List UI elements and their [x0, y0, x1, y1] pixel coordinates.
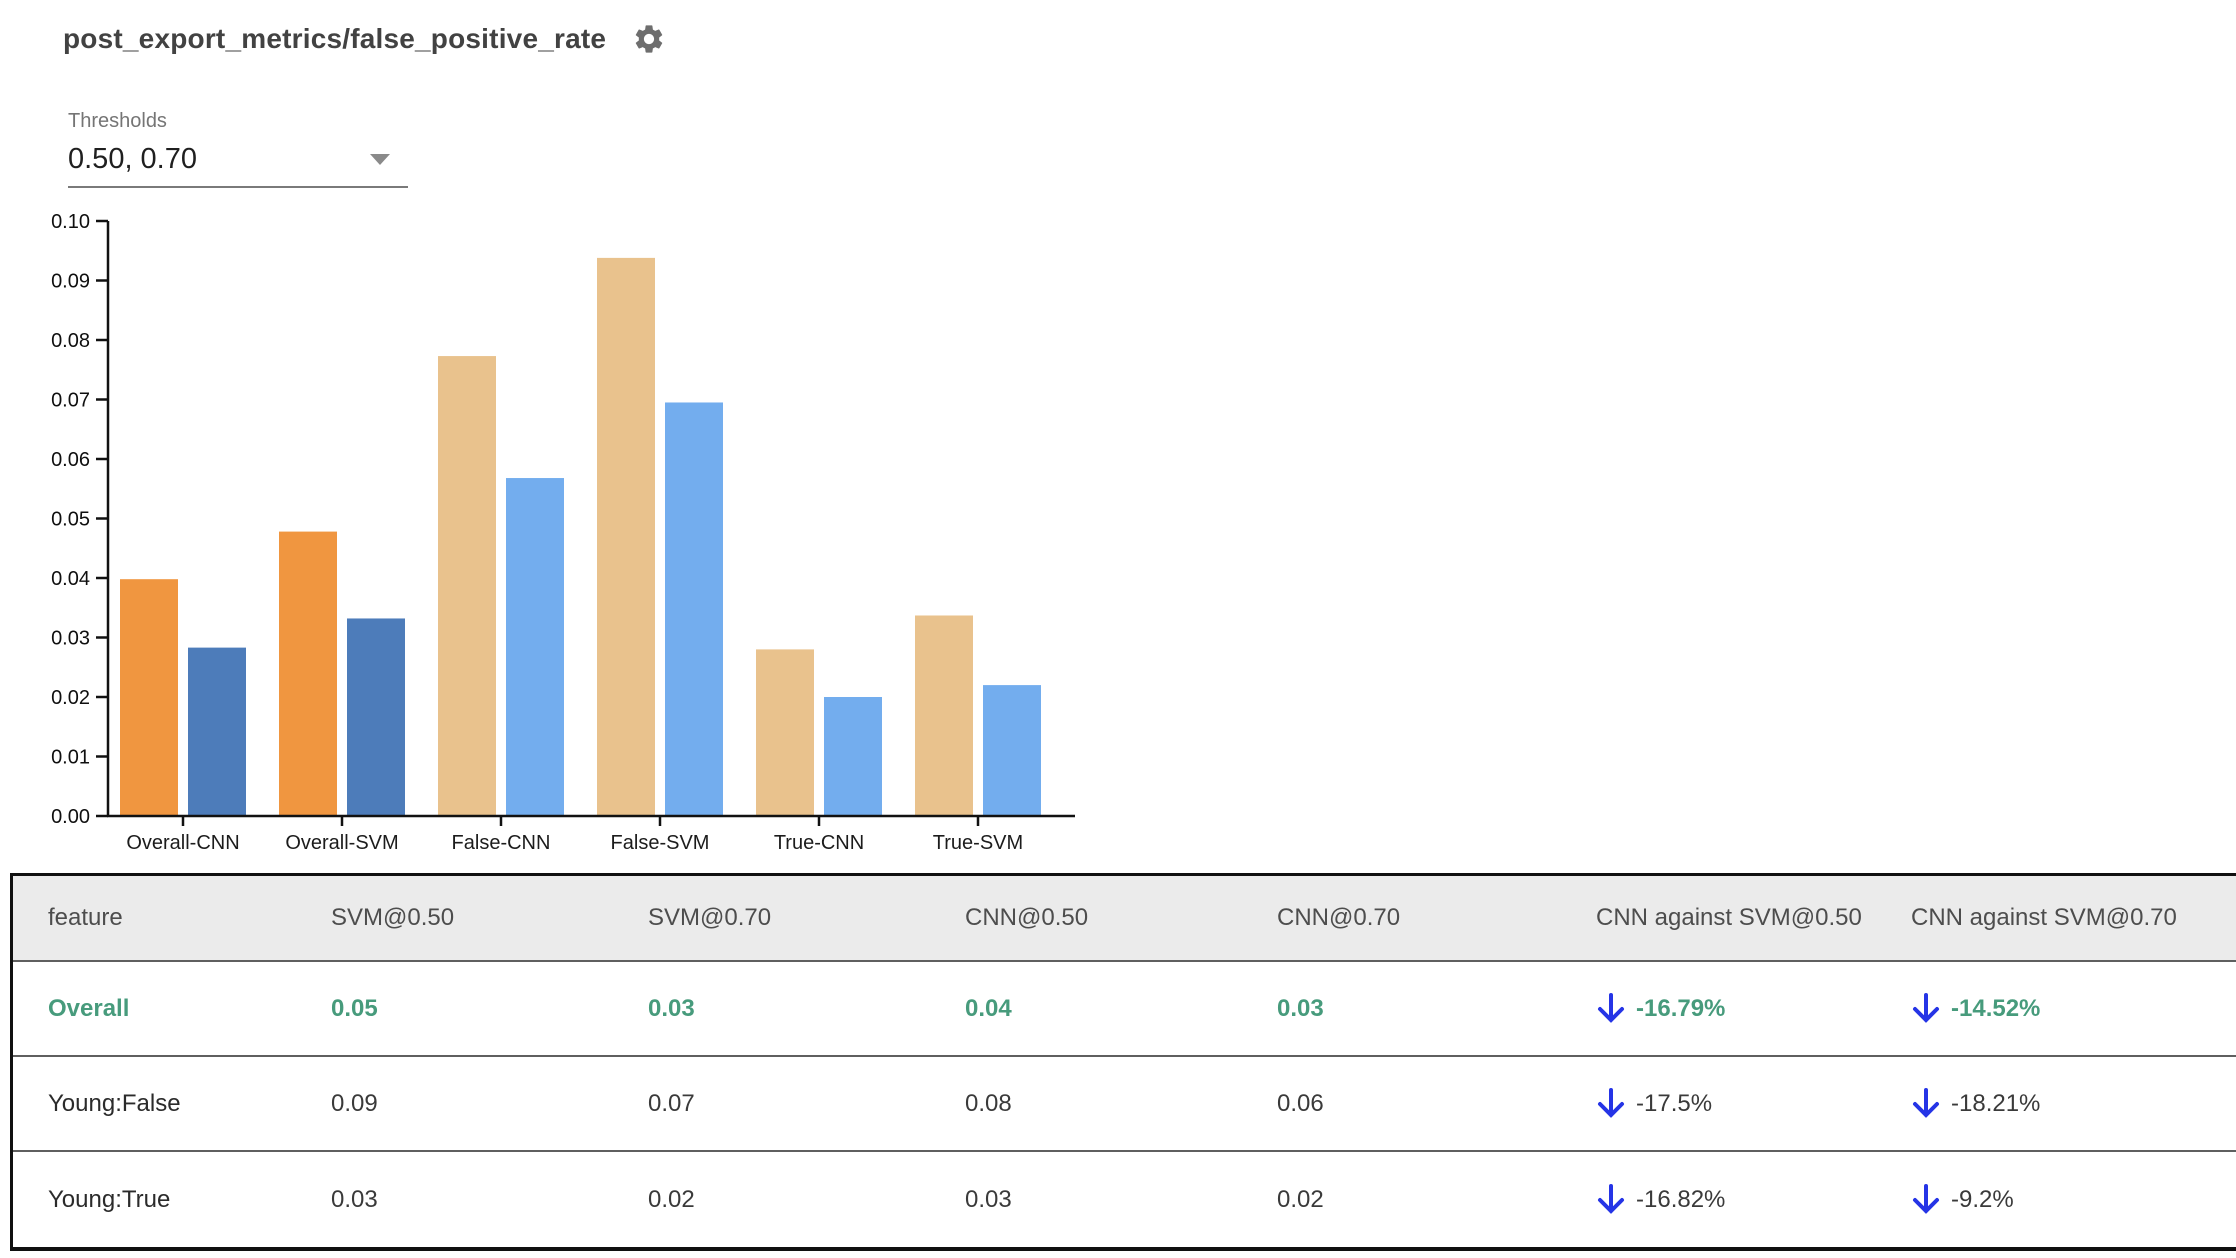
- panel-header: post_export_metrics/false_positive_rate: [63, 22, 666, 56]
- y-axis-tick-label: 0.02: [51, 687, 90, 709]
- x-axis-label: False-CNN: [452, 832, 551, 854]
- column-header-cnn-050: CNN@0.50: [965, 904, 1089, 931]
- y-axis-tick-label: 0.05: [51, 509, 90, 531]
- down-arrow-icon: [1913, 1087, 1939, 1118]
- value-cell-cnn-050: 0.08: [965, 1089, 1012, 1117]
- column-header-svm-050: SVM@0.50: [331, 904, 455, 931]
- x-axis-label: Overall-SVM: [285, 832, 398, 854]
- chevron-down-icon: [370, 154, 390, 165]
- value-cell-cnn-070: 0.06: [1277, 1089, 1324, 1117]
- bar-false-cnn-threshold-0.70[interactable]: [506, 478, 564, 816]
- chart-area: Overall-CNN Overall-SVM False-CNN False-SVM…: [0, 195, 1120, 870]
- x-axis-label: False-SVM: [611, 832, 710, 854]
- x-axis-label: True-CNN: [774, 832, 864, 854]
- feature-cell: Young:True: [48, 1185, 171, 1213]
- x-axis-label: Overall-CNN: [126, 832, 239, 854]
- y-axis-tick-label: 0.00: [51, 806, 90, 828]
- column-header-cnn-vs-svm-070: CNN against SVM@0.70: [1911, 904, 2177, 931]
- bar-true-svm-threshold-0.70[interactable]: [983, 685, 1041, 816]
- delta-cell-070: -18.21%: [1911, 1087, 2236, 1121]
- delta-value: -14.52%: [1951, 994, 2041, 1022]
- delta-value: -16.82%: [1636, 1185, 1726, 1213]
- bar-true-svm-threshold-0.50[interactable]: [915, 615, 973, 816]
- y-axis-tick-label: 0.04: [51, 568, 90, 590]
- table-row-overall[interactable]: Overall 0.05 0.03 0.04 0.03 -16.79% -14.…: [13, 962, 2236, 1057]
- y-axis-tick-label: 0.01: [51, 747, 90, 769]
- thresholds-control: Thresholds 0.50, 0.70: [68, 110, 408, 188]
- value-cell-svm-050: 0.09: [331, 1089, 378, 1117]
- bar-overall-cnn-threshold-0.70[interactable]: [188, 647, 246, 816]
- table-row-young-true[interactable]: Young:True 0.03 0.02 0.03 0.02 -16.82% -…: [13, 1152, 2236, 1247]
- value-cell-svm-050: 0.05: [331, 994, 378, 1022]
- y-axis-tick-label: 0.07: [51, 390, 90, 412]
- table-row-young-false[interactable]: Young:False 0.09 0.07 0.08 0.06 -17.5% -…: [13, 1057, 2236, 1152]
- bar-overall-svm-threshold-0.50[interactable]: [279, 531, 337, 816]
- delta-value: -9.2%: [1951, 1185, 2014, 1213]
- y-axis-tick-label: 0.08: [51, 330, 90, 352]
- value-cell-svm-050: 0.03: [331, 1185, 378, 1213]
- bar-overall-svm-threshold-0.70[interactable]: [347, 618, 405, 816]
- feature-cell: Overall: [48, 994, 130, 1022]
- thresholds-label: Thresholds: [68, 110, 167, 132]
- metric-title: post_export_metrics/false_positive_rate: [63, 23, 607, 54]
- delta-value: -16.79%: [1636, 994, 1726, 1022]
- value-cell-svm-070: 0.03: [648, 994, 695, 1022]
- value-cell-cnn-050: 0.03: [965, 1185, 1012, 1213]
- value-cell-cnn-050: 0.04: [965, 994, 1012, 1022]
- delta-value: -17.5%: [1636, 1089, 1713, 1117]
- column-header-cnn-vs-svm-050: CNN against SVM@0.50: [1596, 904, 1862, 931]
- delta-cell-070: -14.52%: [1911, 992, 2236, 1026]
- table-header-row: feature SVM@0.50 SVM@0.70 CNN@0.50 CNN@0…: [13, 876, 2236, 962]
- x-axis-label: True-SVM: [933, 832, 1023, 854]
- down-arrow-icon: [1913, 1183, 1939, 1214]
- delta-cell-070: -9.2%: [1911, 1183, 2236, 1217]
- value-cell-svm-070: 0.07: [648, 1089, 695, 1117]
- bar-true-cnn-threshold-0.70[interactable]: [824, 697, 882, 816]
- down-arrow-icon: [1913, 992, 1939, 1023]
- down-arrow-icon: [1598, 992, 1624, 1023]
- feature-cell: Young:False: [48, 1089, 181, 1117]
- column-header-cnn-070: CNN@0.70: [1277, 904, 1401, 931]
- value-cell-svm-070: 0.02: [648, 1185, 695, 1213]
- down-arrow-icon: [1598, 1183, 1624, 1214]
- metrics-table: feature SVM@0.50 SVM@0.70 CNN@0.50 CNN@0…: [10, 873, 2236, 1251]
- bar-chart[interactable]: Overall-CNN Overall-SVM False-CNN False-SVM…: [0, 195, 1120, 865]
- value-cell-cnn-070: 0.02: [1277, 1185, 1324, 1213]
- value-cell-cnn-070: 0.03: [1277, 994, 1324, 1022]
- y-axis-tick-label: 0.10: [51, 211, 90, 233]
- column-header-svm-070: SVM@0.70: [648, 904, 772, 931]
- thresholds-dropdown[interactable]: 0.50, 0.70: [68, 139, 408, 188]
- y-axis-tick-label: 0.09: [51, 271, 90, 293]
- thresholds-value: 0.50, 0.70: [68, 143, 197, 175]
- bar-true-cnn-threshold-0.50[interactable]: [756, 649, 814, 816]
- column-header-feature: feature: [48, 904, 123, 931]
- delta-cell-050: -16.79%: [1596, 992, 1911, 1026]
- bar-false-svm-threshold-0.50[interactable]: [597, 257, 655, 816]
- delta-cell-050: -17.5%: [1596, 1087, 1911, 1121]
- y-axis-tick-label: 0.06: [51, 449, 90, 471]
- bar-false-svm-threshold-0.70[interactable]: [665, 402, 723, 816]
- bar-false-cnn-threshold-0.50[interactable]: [438, 356, 496, 816]
- settings-gear-icon[interactable]: [632, 22, 666, 56]
- y-axis-tick-label: 0.03: [51, 628, 90, 650]
- down-arrow-icon: [1598, 1087, 1624, 1118]
- bar-overall-cnn-threshold-0.50[interactable]: [120, 579, 178, 816]
- delta-value: -18.21%: [1951, 1089, 2041, 1117]
- delta-cell-050: -16.82%: [1596, 1183, 1911, 1217]
